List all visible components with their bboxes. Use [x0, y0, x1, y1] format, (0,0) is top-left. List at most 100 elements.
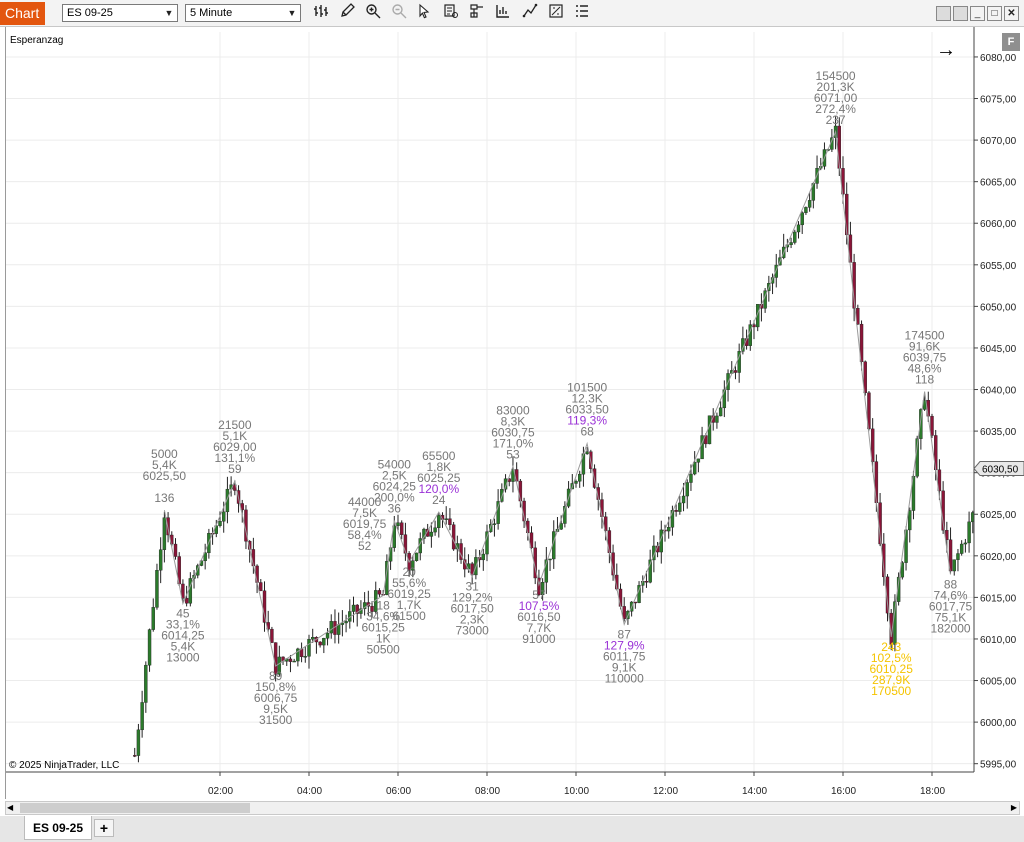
- strategies-icon[interactable]: [493, 3, 513, 23]
- data-box-icon[interactable]: [441, 3, 461, 23]
- candle-up: [325, 632, 330, 639]
- indicator-label: Esperanzag: [10, 35, 64, 46]
- candle-up: [559, 523, 563, 530]
- panel-menu-icon[interactable]: F: [1002, 33, 1020, 51]
- horizontal-scrollbar[interactable]: ◀ ▶: [5, 801, 1020, 815]
- swing-label-text: 170500: [871, 684, 911, 698]
- candle-up: [959, 543, 964, 554]
- swing-label-text: 65500: [422, 449, 456, 463]
- candle-up: [292, 660, 296, 663]
- swing-label-text: 6014,25: [161, 629, 205, 643]
- bars-icon[interactable]: [311, 3, 331, 23]
- candle-down: [937, 469, 942, 492]
- price-tick-label: 6040,00: [980, 386, 1017, 397]
- swing-label-text: 9,1K: [612, 660, 637, 674]
- candle-up: [344, 621, 348, 624]
- price-chart[interactable]: 50005,4K6025,501364533,1%6014,255,4K1300…: [6, 27, 1024, 799]
- candle-down: [470, 563, 474, 576]
- swing-label-text: 171,0%: [493, 436, 534, 450]
- swing-label-text: 48,6%: [908, 362, 942, 376]
- price-tick-label: 6080,00: [980, 53, 1017, 64]
- swing-label-text: 107,5%: [519, 599, 560, 613]
- swing-label-text: 6071,00: [814, 91, 858, 105]
- candle-up: [396, 522, 400, 527]
- price-tick-label: 6055,00: [980, 261, 1017, 272]
- templates-icon[interactable]: [546, 3, 566, 23]
- candle-up: [322, 638, 326, 646]
- instrument-tab-bar: ES 09-25 +: [0, 816, 1024, 842]
- candle-down: [704, 435, 708, 445]
- candle-up: [667, 527, 671, 532]
- close-icon[interactable]: ✕: [1004, 6, 1019, 21]
- zoom-in-icon[interactable]: [363, 3, 383, 23]
- scroll-left-icon[interactable]: ◀: [7, 803, 14, 812]
- swing-label-text: 6019,75: [343, 517, 387, 531]
- candle-up: [392, 525, 396, 548]
- swing-label-text: 102,5%: [871, 651, 912, 665]
- candle-up: [188, 578, 193, 604]
- candle-down: [733, 370, 738, 373]
- swing-label-text: 6016,50: [517, 610, 561, 624]
- interval-selector[interactable]: 5 Minute ▼: [185, 4, 301, 22]
- drawing-tools-icon[interactable]: [520, 3, 540, 23]
- arrow-right-icon[interactable]: →: [936, 39, 956, 61]
- minimize-icon[interactable]: _: [970, 6, 985, 21]
- candle-down: [403, 534, 408, 554]
- candle-up: [956, 553, 960, 560]
- swing-label-text: 101500: [567, 381, 607, 395]
- swing-label-text: 6025,50: [143, 469, 187, 483]
- swing-label-text: 237: [826, 113, 846, 127]
- candle-down: [948, 539, 953, 572]
- swing-label-text: 36: [388, 501, 402, 515]
- chart-window-tab[interactable]: Chart: [0, 2, 45, 25]
- link-icon[interactable]: [936, 6, 951, 21]
- candle-up: [351, 604, 356, 612]
- price-tick-label: 6035,00: [980, 427, 1017, 438]
- zoom-out-icon[interactable]: [389, 3, 409, 23]
- time-tick-label: 16:00: [831, 786, 856, 797]
- instrument-selector[interactable]: ES 09-25 ▼: [62, 4, 178, 22]
- candle-up: [678, 502, 682, 512]
- scroll-right-icon[interactable]: ▶: [1010, 803, 1017, 812]
- candle-up: [277, 656, 282, 675]
- add-tab-button[interactable]: +: [94, 819, 114, 837]
- candle-up: [737, 351, 741, 373]
- chart-panel[interactable]: 5000 5,4K 6025,50 136 45 33,1% 6014,25 5,4K 1300…: [5, 27, 1024, 799]
- candle-up: [429, 531, 434, 537]
- instrument-tab[interactable]: ES 09-25: [24, 816, 92, 840]
- candle-up: [544, 559, 549, 583]
- scroll-thumb[interactable]: [20, 803, 250, 813]
- pencil-icon[interactable]: [337, 3, 357, 23]
- candle-up: [793, 231, 797, 243]
- swing-label-text: 287,9K: [872, 673, 910, 687]
- interval-selector-value: 5 Minute: [190, 7, 233, 19]
- price-tick-label: 6025,00: [980, 510, 1017, 521]
- zigzag-line: [163, 129, 951, 667]
- candle-down: [184, 597, 189, 604]
- time-tick-label: 10:00: [564, 786, 589, 797]
- candle-down: [859, 323, 864, 362]
- maximize-icon[interactable]: □: [987, 6, 1002, 21]
- candle-down: [288, 658, 293, 662]
- candle-up: [311, 637, 315, 640]
- swing-label-text: 44000: [348, 495, 382, 509]
- swing-label-text: 127,9%: [604, 638, 645, 652]
- candle-up: [503, 478, 508, 490]
- candle-up: [411, 560, 415, 571]
- last-price-label: 6030,50: [982, 465, 1019, 476]
- candle-up: [162, 517, 167, 550]
- instrument-link-icon[interactable]: [953, 6, 968, 21]
- instrument-selector-value: ES 09-25: [67, 7, 113, 19]
- swing-label-text: 272,4%: [815, 102, 856, 116]
- price-tick-label: 6070,00: [980, 136, 1017, 147]
- candle-up: [158, 549, 163, 571]
- candle-up: [692, 462, 697, 475]
- swing-label-text: 55,6%: [392, 576, 426, 590]
- pointer-icon[interactable]: [414, 3, 434, 23]
- candle-down: [885, 576, 890, 614]
- swing-label-text: 5,4K: [152, 458, 177, 472]
- candle-up: [574, 481, 578, 484]
- properties-icon[interactable]: [467, 3, 487, 23]
- list-icon[interactable]: [572, 3, 592, 23]
- candle-up: [496, 501, 500, 524]
